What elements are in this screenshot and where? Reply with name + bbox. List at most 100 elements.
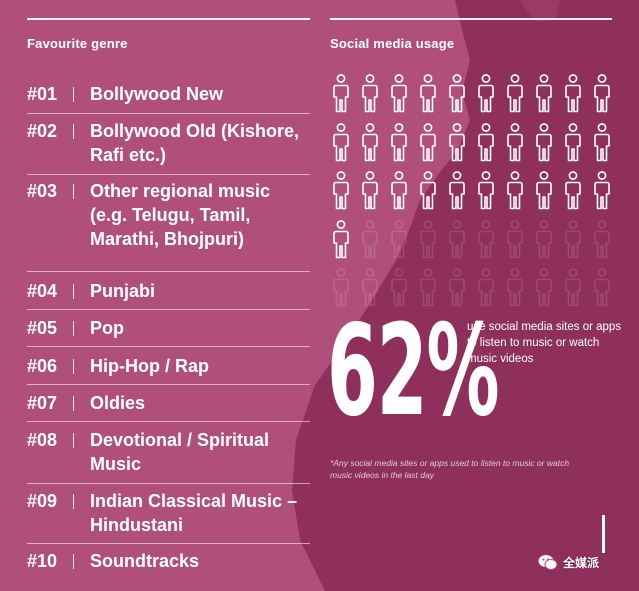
person-icon-filled <box>536 122 552 161</box>
person-icon-faded <box>362 268 378 307</box>
person-icon-filled <box>449 122 465 161</box>
genre-name: Indian Classical Music – Hindustani <box>90 491 298 535</box>
genre-rank: #08 <box>27 430 58 450</box>
person-icon-filled <box>420 74 436 113</box>
person-icon-filled <box>565 74 581 113</box>
left-top-rule <box>27 18 310 20</box>
person-icon-faded <box>391 268 407 307</box>
genre-rank: #10 <box>27 551 58 571</box>
genre-row: #09 Indian Classical Music – Hindustani <box>27 489 310 544</box>
social-media-title: Social media usage <box>330 36 455 51</box>
genre-separator <box>73 554 74 569</box>
wechat-icon <box>538 554 558 570</box>
favourite-genre-title: Favourite genre <box>27 36 128 51</box>
genre-row: #06 Hip-Hop / Rap <box>27 354 310 385</box>
genre-name: Bollywood New <box>90 84 224 104</box>
person-icon-filled <box>565 171 581 210</box>
person-icon-faded <box>565 268 581 307</box>
genre-row: #08 Devotional / Spiritual Music <box>27 428 310 484</box>
person-icon-filled <box>391 74 407 113</box>
genre-separator <box>73 321 74 336</box>
genre-name: Other regional music (e.g. Telugu, Tamil… <box>90 181 271 249</box>
person-icon-filled <box>507 171 523 210</box>
person-icon-filled <box>594 122 610 161</box>
person-icon-filled <box>565 122 581 161</box>
genre-row: #07 Oldies <box>27 391 310 422</box>
genre-rank: #09 <box>27 491 58 511</box>
genre-rank: #07 <box>27 393 58 413</box>
social-media-panel: Social media usage <box>330 18 612 51</box>
person-icon-faded <box>507 268 523 307</box>
person-icon-filled <box>362 122 378 161</box>
genre-separator <box>73 87 74 102</box>
genre-name: Oldies <box>90 393 146 413</box>
person-icon-faded <box>536 219 552 259</box>
genre-row: #03 Other regional music (e.g. Telugu, T… <box>27 179 310 272</box>
genre-row: #02 Bollywood Old (Kishore, Rafi etc.) <box>27 119 310 175</box>
person-icon-filled <box>478 74 494 113</box>
person-icon-filled <box>449 74 465 113</box>
person-icon-filled <box>362 74 378 113</box>
person-icon-faded <box>478 268 494 307</box>
genre-rank: #04 <box>27 281 58 301</box>
genre-name: Hip-Hop / Rap <box>90 356 209 376</box>
genre-row: #04 Punjabi <box>27 279 310 310</box>
end-marker-bar <box>602 515 605 553</box>
person-icon-faded <box>478 219 494 259</box>
person-icon-filled <box>333 74 349 113</box>
genre-separator <box>73 433 74 448</box>
genre-row: #01 Bollywood New <box>27 82 310 114</box>
person-icon-faded <box>449 219 465 259</box>
genre-name: Devotional / Spiritual Music <box>90 430 270 474</box>
person-icon-filled <box>420 122 436 161</box>
person-icon-filled <box>333 122 349 161</box>
person-icon-filled <box>391 122 407 161</box>
genre-name: Pop <box>90 318 124 338</box>
person-icon-faded <box>420 219 436 259</box>
favourite-genre-panel: Favourite genre #01 Bollywood New #02 Bo… <box>27 18 310 571</box>
genre-separator <box>73 359 74 374</box>
right-top-rule <box>330 18 612 20</box>
person-icon-faded <box>362 219 378 259</box>
genre-row: #10 Soundtracks <box>27 549 310 580</box>
genre-separator <box>73 494 74 509</box>
person-icon-filled <box>449 171 465 210</box>
person-icon-faded <box>536 268 552 307</box>
person-icon-filled <box>333 171 349 210</box>
person-icon-faded <box>391 219 407 259</box>
person-icon-faded <box>594 268 610 307</box>
person-icon-faded <box>449 268 465 307</box>
genre-rank: #06 <box>27 356 58 376</box>
genre-row: #05 Pop <box>27 316 310 347</box>
person-icon-filled <box>420 171 436 210</box>
person-icon-faded <box>594 219 610 259</box>
watermark-text: 全媒派 <box>563 555 600 570</box>
genre-rank: #05 <box>27 318 58 338</box>
person-icon-filled <box>362 171 378 210</box>
usage-description: use social media sites or apps to listen… <box>467 321 622 365</box>
person-icon-filled <box>594 74 610 113</box>
genre-name: Soundtracks <box>90 551 200 571</box>
person-icon-faded <box>333 268 349 307</box>
genre-separator <box>73 184 74 199</box>
genre-separator <box>73 284 74 299</box>
genre-rank: #03 <box>27 181 58 201</box>
person-icon-faded <box>507 219 523 259</box>
usage-footnote: *Any social media sites or apps used to … <box>330 458 570 480</box>
person-icon-filled <box>536 171 552 210</box>
genre-rank: #01 <box>27 84 58 104</box>
person-icon-filled <box>507 74 523 113</box>
person-icon-faded <box>565 219 581 259</box>
person-icon-filled <box>333 219 349 259</box>
person-icon-faded <box>420 268 436 307</box>
genre-name: Punjabi <box>90 281 156 301</box>
person-icon-filled <box>594 171 610 210</box>
usage-percentage: 62% <box>327 297 500 444</box>
watermark: 全媒派 <box>538 552 599 572</box>
person-icon-filled <box>536 74 552 113</box>
person-icon-filled <box>507 122 523 161</box>
person-icon-filled <box>478 171 494 210</box>
genre-separator <box>73 124 74 139</box>
person-icon-filled <box>478 122 494 161</box>
